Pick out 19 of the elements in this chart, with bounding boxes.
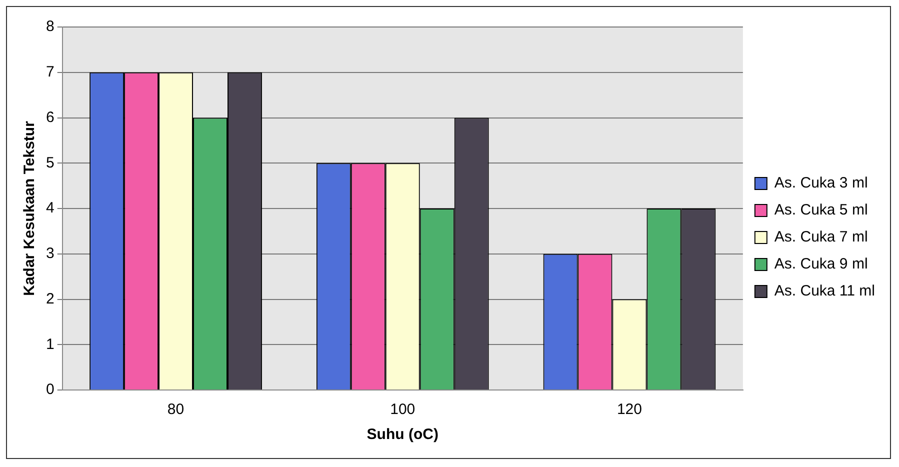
legend-label: As. Cuka 11 ml: [774, 282, 876, 300]
y-tick-label: 1: [46, 336, 54, 353]
x-tick-label: 120: [616, 401, 642, 418]
y-tick-label: 4: [46, 200, 54, 217]
y-tick-label: 0: [46, 381, 54, 398]
x-tick-label: 80: [167, 401, 184, 418]
legend-label: As. Cuka 5 ml: [774, 202, 868, 219]
y-tick-label: 5: [46, 154, 54, 172]
legend-label: As. Cuka 9 ml: [774, 256, 868, 273]
y-axis-title: Kadar Kesukaan Tekstur: [21, 120, 38, 296]
x-axis-title: Suhu (oC): [366, 426, 438, 444]
y-tick-label: 7: [46, 64, 54, 81]
legend-label: As. Cuka 3 ml: [774, 174, 868, 192]
y-tick-label: 3: [46, 245, 54, 262]
y-tick-label: 8: [46, 18, 54, 36]
y-tick-label: 2: [46, 290, 54, 308]
y-tick-label: 6: [46, 108, 54, 126]
x-tick-label: 100: [390, 401, 416, 418]
legend-label: As. Cuka 7 ml: [774, 228, 868, 246]
